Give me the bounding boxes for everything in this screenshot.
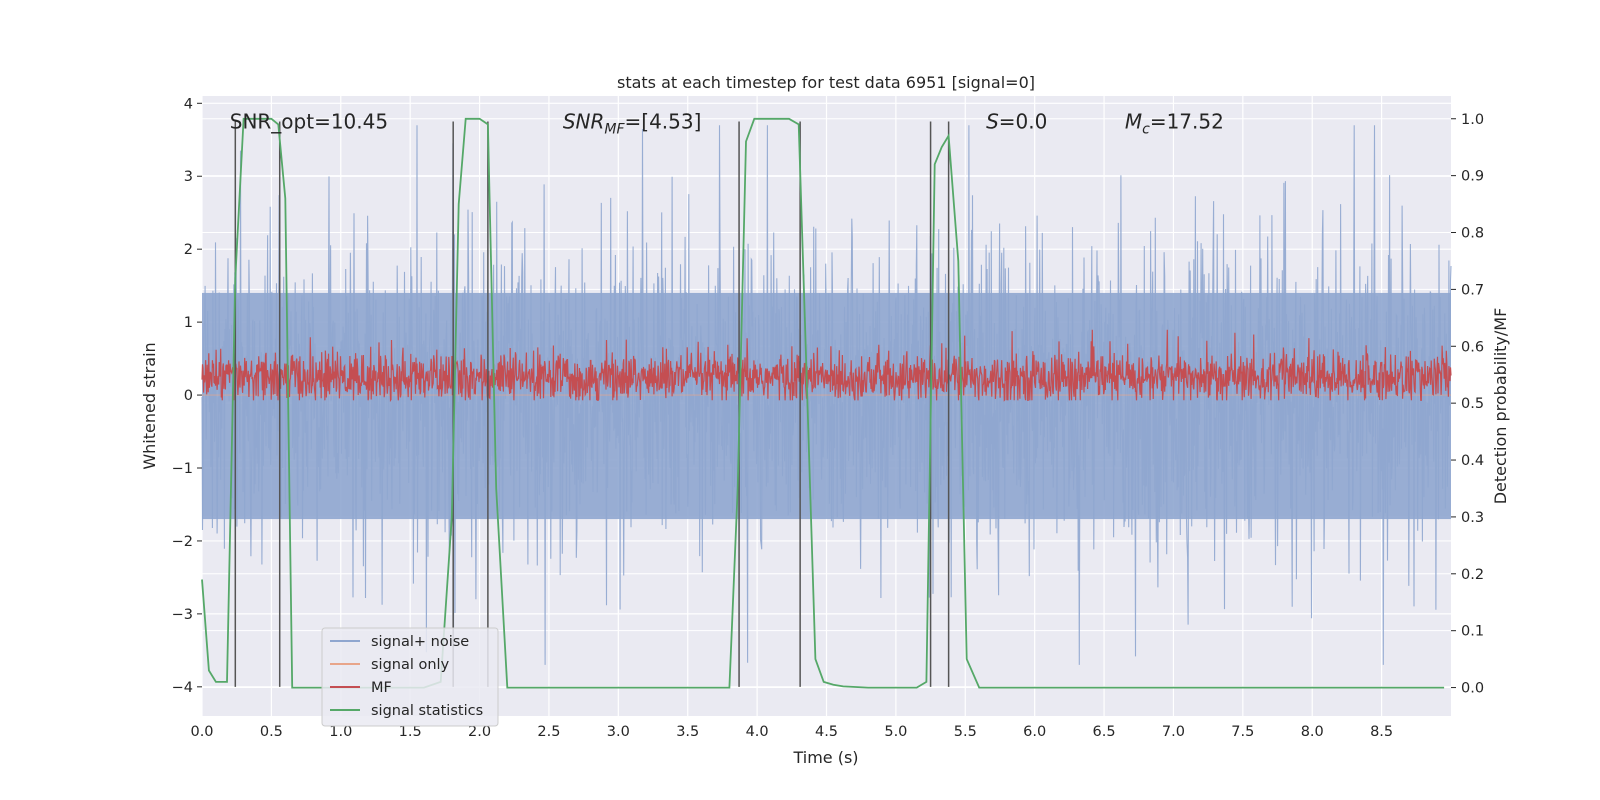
annotation-layer: SNR_opt=10.45 SNRMF=[4.53] S=0.0 Mc=17.52 xyxy=(230,110,1224,138)
legend-label: signal statistics xyxy=(371,703,483,719)
y2-tick-label: 0.3 xyxy=(1461,510,1484,526)
x-tick-label: 8.0 xyxy=(1301,724,1324,740)
x-tick-label: 2.5 xyxy=(537,724,560,740)
legend-box xyxy=(321,627,499,727)
y2-tick-label: 0.7 xyxy=(1461,282,1484,298)
y-tick-label: −2 xyxy=(172,534,193,550)
mf-layer xyxy=(201,329,1452,403)
x-tick-label: 4.0 xyxy=(746,724,769,740)
y2-tick-label: 0.8 xyxy=(1461,226,1484,242)
x-tick-label: 1.5 xyxy=(399,724,422,740)
x-tick-label: 6.0 xyxy=(1023,724,1046,740)
y2-tick-label: 0.4 xyxy=(1461,453,1484,469)
x-tick-label: 3.5 xyxy=(676,724,699,740)
x-tick-label: 2.0 xyxy=(468,724,491,740)
legend: signal+ noise signal only MF signal statist… xyxy=(321,627,499,727)
x-tick-label: 3.0 xyxy=(607,724,630,740)
y2-tick-label: 0.0 xyxy=(1461,681,1484,697)
tick-layer: 0.0 0.5 1.0 1.5 2.0 2.5 3.0 3.5 4.0 4.5 5.0 5.5 6.0 6… xyxy=(172,96,1484,740)
y-tick-label: −4 xyxy=(172,680,193,696)
y-tick-label: 0 xyxy=(184,388,193,404)
annotation-text: Mc=17.52 xyxy=(1125,110,1224,138)
legend-label: signal only xyxy=(371,657,450,673)
legend-label: signal+ noise xyxy=(371,634,469,650)
x-tick-label: 6.5 xyxy=(1093,724,1116,740)
legend-label: MF xyxy=(371,680,392,696)
annotation-text: S=0.0 xyxy=(986,110,1047,134)
series-signal-noise-band xyxy=(202,292,1451,520)
y2-tick-label: 0.5 xyxy=(1461,396,1484,412)
x-tick-label: 5.5 xyxy=(954,724,977,740)
y-tick-label: −3 xyxy=(172,607,193,623)
series-signal-statistics-line xyxy=(201,117,1445,689)
y2-tick-label: 1.0 xyxy=(1461,112,1484,128)
legend-items: signal+ noise signal only MF signal statist… xyxy=(330,634,483,719)
x-tick-label: 1.0 xyxy=(329,724,352,740)
y2-tick-label: 0.2 xyxy=(1461,567,1484,583)
annotation-text: SNR_opt=10.45 xyxy=(230,110,388,134)
x-tick-label: 0.0 xyxy=(190,724,213,740)
y-axis-label: Whitened strain xyxy=(140,342,159,469)
x-axis-label: Time (s) xyxy=(792,748,858,767)
x-tick-label: 0.5 xyxy=(260,724,283,740)
x-tick-label: 4.5 xyxy=(815,724,838,740)
y2-tick-label: 0.6 xyxy=(1461,339,1484,355)
x-tick-label: 7.0 xyxy=(1162,724,1185,740)
x-tick-label: 5.0 xyxy=(884,724,907,740)
y2-tick-label: 0.9 xyxy=(1461,169,1484,185)
series-mf-line xyxy=(201,329,1452,403)
y-tick-label: −1 xyxy=(172,461,193,477)
y2-tick-label: 0.1 xyxy=(1461,624,1484,640)
x-tick-label: 8.5 xyxy=(1370,724,1393,740)
y-tick-label: 4 xyxy=(184,96,193,112)
y-tick-label: 1 xyxy=(184,315,193,331)
y2-axis-label: Detection probability/MF xyxy=(1491,308,1510,505)
chart-title: stats at each timestep for test data 695… xyxy=(617,73,1035,92)
annotation-text: SNRMF=[4.53] xyxy=(563,110,702,138)
stats-layer xyxy=(201,117,1445,689)
y-tick-label: 2 xyxy=(184,242,193,258)
noise-layer xyxy=(201,125,1452,665)
y-tick-label: 3 xyxy=(184,169,193,185)
x-tick-label: 7.5 xyxy=(1231,724,1254,740)
